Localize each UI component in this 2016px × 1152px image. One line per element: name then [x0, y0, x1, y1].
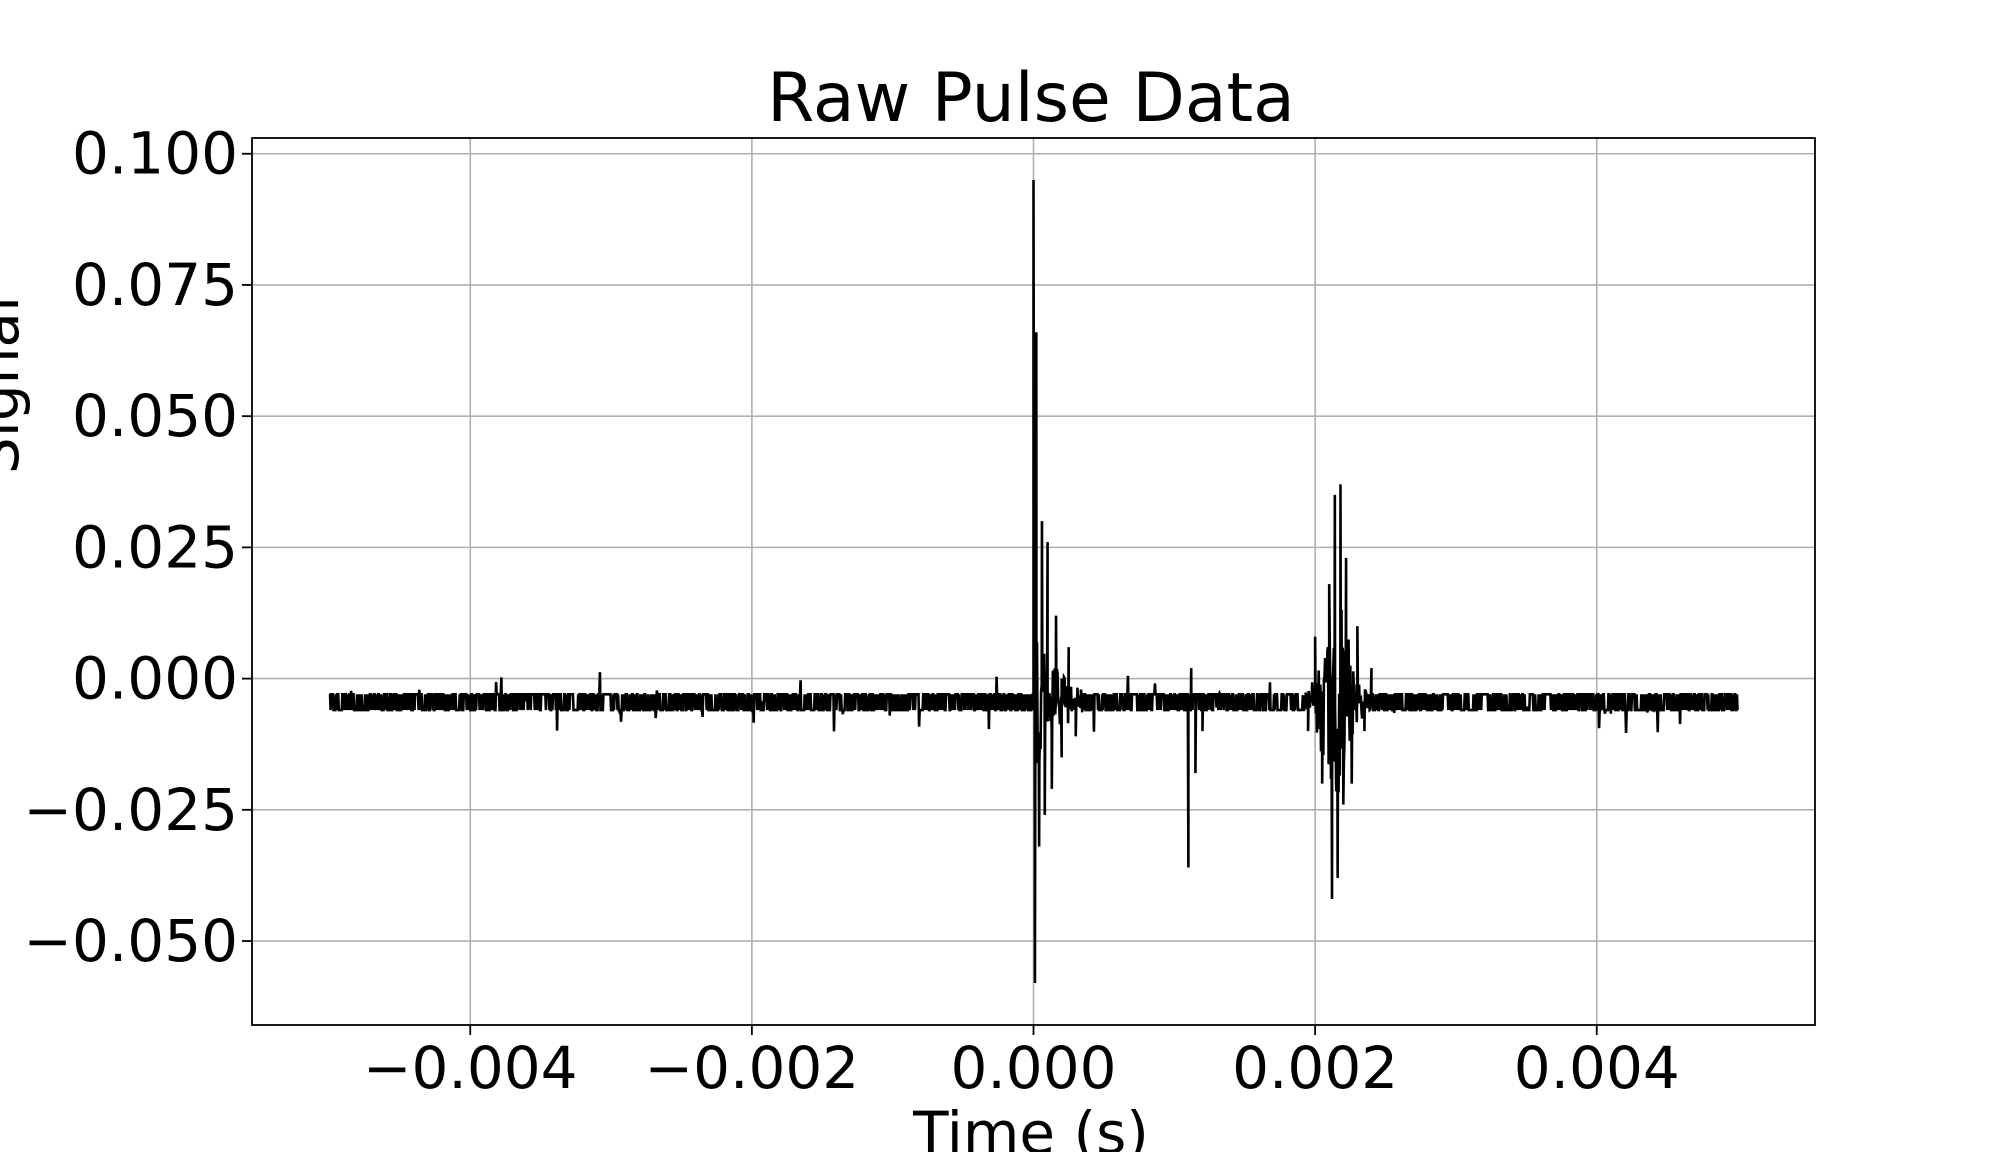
x-ticks	[469, 1025, 1598, 1035]
x-tick-labels: −0.004 −0.002 0.000 0.002 0.004	[363, 1034, 1680, 1102]
y-tick-label: 0.050	[72, 382, 238, 450]
y-tick-labels: 0.100 0.075 0.050 0.025 0.000 −0.025 −0.050	[23, 120, 238, 975]
x-tick-label: −0.004	[363, 1034, 578, 1102]
chart-title: Raw Pulse Data	[767, 59, 1295, 138]
x-tick-label: 0.002	[1232, 1034, 1398, 1102]
y-tick-label: −0.050	[23, 907, 238, 975]
x-axis-label: Time (s)	[912, 1099, 1149, 1152]
y-tick-label: −0.025	[23, 776, 238, 844]
y-tick-label: 0.025	[72, 513, 238, 581]
y-tick-label: 0.100	[72, 120, 238, 188]
y-tick-label: 0.000	[72, 645, 238, 713]
y-tick-label: 0.075	[72, 251, 238, 319]
y-axis-label: Signal	[0, 296, 32, 474]
series-line	[328, 179, 1739, 984]
x-tick-label: −0.002	[645, 1034, 860, 1102]
y-ticks	[242, 152, 252, 942]
x-tick-label: 0.000	[950, 1034, 1116, 1102]
x-tick-label: 0.004	[1514, 1034, 1680, 1102]
